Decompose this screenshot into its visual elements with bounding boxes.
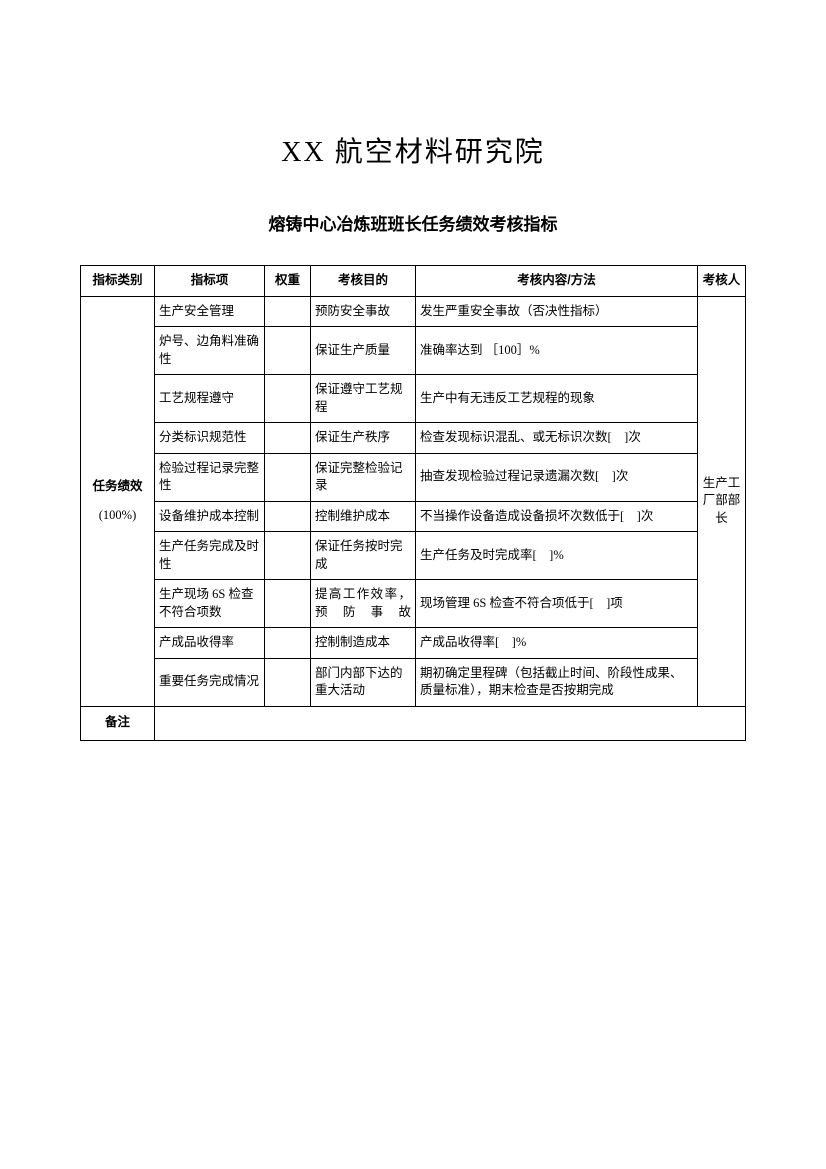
table-row: 设备维护成本控制 控制维护成本不当操作设备造成设备损坏次数低于[ ]次 — [81, 501, 746, 532]
cell-weight — [265, 501, 311, 532]
cell-weight — [265, 453, 311, 501]
cell-weight — [265, 580, 311, 628]
cell-content: 期初确定里程碑（包括截止时间、阶段性成果、质量标准），期末检查是否按期完成 — [416, 658, 698, 706]
cell-item: 生产现场 6S 检查不符合项数 — [155, 580, 265, 628]
cell-weight — [265, 658, 311, 706]
cell-content: 抽查发现检验过程记录遗漏次数[ ]次 — [416, 453, 698, 501]
cell-content: 产成品收得率[ ]% — [416, 628, 698, 659]
header-assessor: 考核人 — [698, 266, 746, 297]
cell-item: 分类标识规范性 — [155, 423, 265, 454]
cell-content: 发生严重安全事故（否决性指标） — [416, 296, 698, 327]
cell-purpose: 预防安全事故 — [311, 296, 416, 327]
header-category: 指标类别 — [81, 266, 155, 297]
cell-content: 现场管理 6S 检查不符合项低于[ ]项 — [416, 580, 698, 628]
cell-weight — [265, 296, 311, 327]
cell-content: 准确率达到 ［100］% — [416, 327, 698, 375]
remark-label: 备注 — [81, 706, 155, 740]
header-weight: 权重 — [265, 266, 311, 297]
cell-purpose: 控制维护成本 — [311, 501, 416, 532]
table-row: 工艺规程遵守保证遵守工艺规程生产中有无违反工艺规程的现象 — [81, 375, 746, 423]
category-label: 任务绩效 — [85, 478, 150, 496]
cell-purpose: 部门内部下达的重大活动 — [311, 658, 416, 706]
cell-item: 工艺规程遵守 — [155, 375, 265, 423]
cell-content: 检查发现标识混乱、或无标识次数[ ]次 — [416, 423, 698, 454]
header-purpose: 考核目的 — [311, 266, 416, 297]
remark-row: 备注 — [81, 706, 746, 740]
cell-purpose: 保证任务按时完成 — [311, 532, 416, 580]
assessor-cell: 生产工厂部部长 — [698, 296, 746, 706]
table-row: 检验过程记录完整性保证完整检验记录抽查发现检验过程记录遗漏次数[ ]次 — [81, 453, 746, 501]
cell-item: 生产安全管理 — [155, 296, 265, 327]
table-row: 生产任务完成及时性保证任务按时完成生产任务及时完成率[ ]% — [81, 532, 746, 580]
cell-item: 炉号、边角料准确性 — [155, 327, 265, 375]
header-content: 考核内容/方法 — [416, 266, 698, 297]
cell-purpose: 保证完整检验记录 — [311, 453, 416, 501]
cell-item: 产成品收得率 — [155, 628, 265, 659]
document-page: XX 航空材料研究院 熔铸中心冶炼班班长任务绩效考核指标 指标类别 指标项 权重… — [0, 0, 826, 1169]
cell-weight — [265, 423, 311, 454]
category-cell: 任务绩效 (100%) — [81, 296, 155, 706]
cell-item: 生产任务完成及时性 — [155, 532, 265, 580]
table-row: 生产现场 6S 检查不符合项数提高工作效率，预防事故现场管理 6S 检查不符合项… — [81, 580, 746, 628]
cell-content: 不当操作设备造成设备损坏次数低于[ ]次 — [416, 501, 698, 532]
cell-weight — [265, 628, 311, 659]
sub-title: 熔铸中心冶炼班班长任务绩效考核指标 — [80, 210, 746, 235]
table-row: 产成品收得率 控制制造成本产成品收得率[ ]% — [81, 628, 746, 659]
cell-purpose: 保证遵守工艺规程 — [311, 375, 416, 423]
cell-purpose: 控制制造成本 — [311, 628, 416, 659]
header-item: 指标项 — [155, 266, 265, 297]
cell-purpose: 保证生产质量 — [311, 327, 416, 375]
table-header-row: 指标类别 指标项 权重 考核目的 考核内容/方法 考核人 — [81, 266, 746, 297]
cell-content: 生产任务及时完成率[ ]% — [416, 532, 698, 580]
cell-purpose: 保证生产秩序 — [311, 423, 416, 454]
table-body: 任务绩效 (100%) 生产安全管理 预防安全事故发生严重安全事故（否决性指标）生产工… — [81, 296, 746, 740]
category-percent: (100%) — [85, 507, 150, 525]
cell-item: 重要任务完成情况 — [155, 658, 265, 706]
cell-purpose: 提高工作效率，预防事故 — [311, 580, 416, 628]
table-row: 重要任务完成情况部门内部下达的重大活动期初确定里程碑（包括截止时间、阶段性成果、… — [81, 658, 746, 706]
table-row: 分类标识规范性 保证生产秩序检查发现标识混乱、或无标识次数[ ]次 — [81, 423, 746, 454]
remark-content — [155, 706, 746, 740]
cell-item: 检验过程记录完整性 — [155, 453, 265, 501]
cell-item: 设备维护成本控制 — [155, 501, 265, 532]
table-row: 炉号、边角料准确性保证生产质量准确率达到 ［100］% — [81, 327, 746, 375]
main-title: XX 航空材料研究院 — [80, 130, 746, 170]
cell-content: 生产中有无违反工艺规程的现象 — [416, 375, 698, 423]
cell-weight — [265, 532, 311, 580]
assessment-table: 指标类别 指标项 权重 考核目的 考核内容/方法 考核人 任务绩效 (100%) 生… — [80, 265, 746, 741]
table-row: 任务绩效(100%)生产安全管理预防安全事故发生严重安全事故（否决性指标）生产工… — [81, 296, 746, 327]
cell-weight — [265, 375, 311, 423]
cell-weight — [265, 327, 311, 375]
